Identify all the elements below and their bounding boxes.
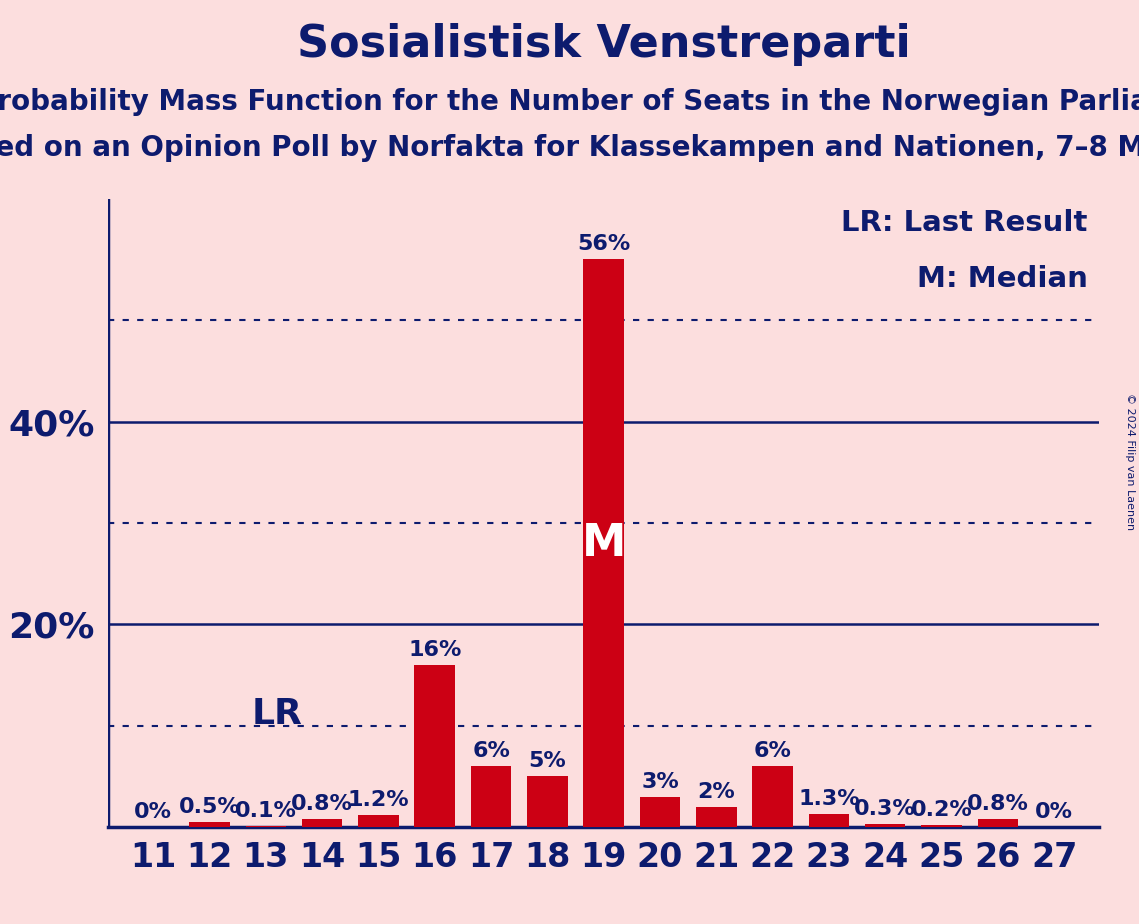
Text: 2%: 2%	[697, 782, 735, 802]
Text: Based on an Opinion Poll by Norfakta for Klassekampen and Nationen, 7–8 May 2024: Based on an Opinion Poll by Norfakta for…	[0, 134, 1139, 162]
Bar	[809, 814, 850, 827]
Text: 0.8%: 0.8%	[292, 794, 353, 814]
Bar	[470, 766, 511, 827]
Text: 1.3%: 1.3%	[798, 789, 860, 808]
Text: 1.2%: 1.2%	[347, 790, 409, 809]
Bar	[921, 825, 961, 827]
Text: 6%: 6%	[754, 741, 792, 761]
Text: 0.5%: 0.5%	[179, 796, 240, 817]
Text: © 2024 Filip van Laenen: © 2024 Filip van Laenen	[1125, 394, 1134, 530]
Text: 56%: 56%	[577, 235, 630, 254]
Bar	[977, 819, 1018, 827]
Text: LR: Last Result: LR: Last Result	[842, 209, 1088, 237]
Text: 6%: 6%	[473, 741, 510, 761]
Text: 0.8%: 0.8%	[967, 794, 1029, 814]
Text: 5%: 5%	[528, 751, 566, 772]
Bar	[189, 822, 230, 827]
Bar	[583, 260, 624, 827]
Bar	[753, 766, 793, 827]
Bar	[358, 815, 399, 827]
Text: M: Median: M: Median	[917, 264, 1088, 293]
Text: 0%: 0%	[134, 802, 172, 822]
Bar	[415, 665, 454, 827]
Text: 3%: 3%	[641, 772, 679, 792]
Bar	[640, 796, 680, 827]
Bar	[246, 826, 286, 827]
Bar	[302, 819, 343, 827]
Text: Probability Mass Function for the Number of Seats in the Norwegian Parliament: Probability Mass Function for the Number…	[0, 88, 1139, 116]
Text: 0.3%: 0.3%	[854, 799, 916, 819]
Bar	[696, 807, 737, 827]
Text: 0.1%: 0.1%	[235, 801, 297, 821]
Text: 0%: 0%	[1035, 802, 1073, 822]
Bar	[527, 776, 567, 827]
Bar	[865, 824, 906, 827]
Text: LR: LR	[252, 697, 303, 731]
Text: 0.2%: 0.2%	[910, 800, 973, 820]
Text: M: M	[582, 522, 625, 565]
Text: 16%: 16%	[408, 639, 461, 660]
Text: Sosialistisk Venstreparti: Sosialistisk Venstreparti	[297, 23, 910, 67]
